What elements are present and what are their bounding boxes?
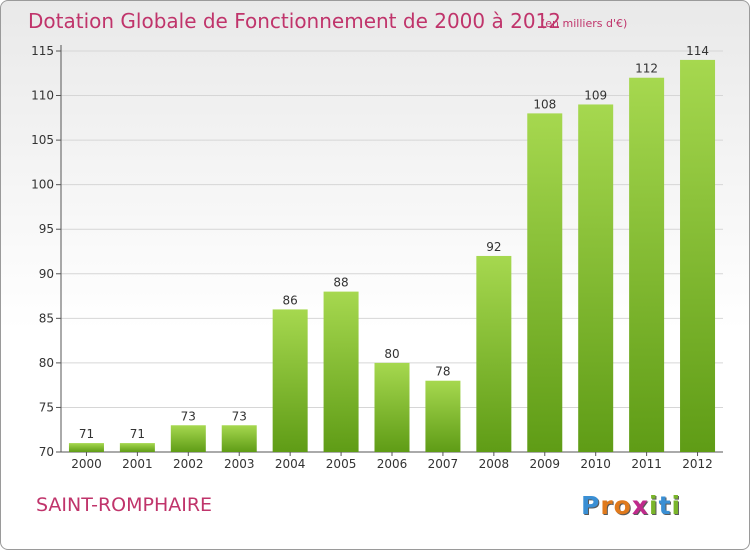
- bar: [272, 309, 308, 452]
- data-label: 71: [79, 427, 94, 441]
- y-tick-label: 70: [39, 445, 54, 459]
- data-label: 109: [584, 88, 607, 102]
- y-tick-label: 75: [39, 400, 54, 414]
- data-label: 71: [130, 427, 145, 441]
- y-tick-label: 110: [31, 89, 54, 103]
- logo-letter: P: [581, 491, 601, 520]
- logo-letter: t: [658, 491, 672, 520]
- x-tick-label: 2002: [173, 457, 204, 471]
- bar: [323, 291, 359, 452]
- commune-name: SAINT-ROMPHAIRE: [36, 494, 213, 516]
- logo-letter: r: [600, 491, 614, 520]
- data-label: 86: [283, 293, 298, 307]
- y-tick-label: 95: [39, 222, 54, 236]
- bar: [680, 59, 716, 453]
- data-label: 80: [384, 347, 399, 361]
- logo-letter: x: [631, 491, 649, 520]
- bar: [119, 443, 155, 452]
- y-tick-label: 80: [39, 356, 54, 370]
- x-tick-label: 2001: [122, 457, 153, 471]
- bar: [170, 425, 206, 452]
- logo-letter: i: [671, 491, 682, 520]
- x-tick-label: 2009: [529, 457, 560, 471]
- bar: [527, 113, 563, 452]
- y-tick-label: 90: [39, 267, 54, 281]
- data-label: 112: [635, 62, 658, 76]
- x-tick-label: 2008: [479, 457, 510, 471]
- bar: [629, 77, 665, 452]
- bar: [374, 362, 410, 452]
- logo-letter: o: [613, 491, 632, 520]
- y-tick-label: 85: [39, 311, 54, 325]
- x-tick-label: 2010: [580, 457, 611, 471]
- x-tick-label: 2007: [428, 457, 459, 471]
- y-tick-label: 115: [31, 44, 54, 58]
- data-label: 92: [486, 240, 501, 254]
- x-tick-label: 2000: [71, 457, 102, 471]
- x-tick-label: 2006: [377, 457, 408, 471]
- data-label: 78: [435, 365, 450, 379]
- x-tick-label: 2011: [631, 457, 662, 471]
- data-label: 114: [686, 44, 709, 58]
- bar: [476, 255, 512, 452]
- x-tick-label: 2003: [224, 457, 255, 471]
- x-tick-label: 2012: [682, 457, 713, 471]
- y-tick-label: 100: [31, 178, 54, 192]
- chart-title: Dotation Globale de Fonctionnement de 20…: [28, 9, 561, 33]
- data-label: 108: [533, 97, 556, 111]
- data-label: 73: [232, 409, 247, 423]
- data-label: 88: [333, 276, 348, 290]
- bar: [68, 443, 104, 452]
- proxiti-logo: Proxiti: [581, 491, 681, 520]
- bar: [425, 380, 461, 452]
- bar: [578, 104, 614, 452]
- bar: [221, 425, 257, 452]
- chart-subtitle: (en milliers d'€): [541, 17, 628, 30]
- x-tick-label: 2005: [326, 457, 357, 471]
- logo-letter: i: [649, 491, 659, 520]
- data-label: 73: [181, 409, 196, 423]
- y-tick-label: 105: [31, 133, 54, 147]
- x-tick-label: 2004: [275, 457, 306, 471]
